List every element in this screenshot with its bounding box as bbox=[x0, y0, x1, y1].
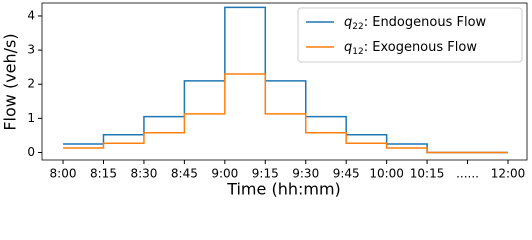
y-tick-label: 1 bbox=[27, 111, 35, 125]
axes-frame bbox=[41, 2, 528, 161]
legend-subscript: 12 bbox=[352, 47, 363, 57]
y-tick-label: 4 bbox=[27, 8, 35, 22]
y-tick-label: 3 bbox=[27, 43, 35, 57]
x-tick-label: 8:45 bbox=[171, 167, 198, 181]
legend-text: : Endogenous Flow bbox=[364, 15, 487, 30]
legend-label: q12: Exogenous Flow bbox=[344, 40, 477, 57]
legend-text: : Exogenous Flow bbox=[364, 40, 478, 55]
step-line bbox=[63, 73, 508, 154]
x-tick-label: 10:00 bbox=[369, 167, 404, 181]
x-tick-label: 8:15 bbox=[90, 167, 117, 181]
legend-box bbox=[297, 7, 523, 63]
x-tick-label: 8:30 bbox=[130, 167, 157, 181]
x-tick-label: 9:30 bbox=[292, 167, 319, 181]
x-tick-label: 9:45 bbox=[333, 167, 360, 181]
legend-subscript: 22 bbox=[352, 22, 363, 32]
legend-label: q22: Endogenous Flow bbox=[344, 15, 487, 32]
legend-symbol: q bbox=[344, 40, 352, 55]
y-tick-label: 0 bbox=[27, 145, 35, 159]
legend-symbol: q bbox=[344, 15, 352, 30]
x-tick-label: 10:15 bbox=[410, 167, 445, 181]
y-axis-label: Flow (veh/s) bbox=[1, 33, 20, 130]
x-tick-label: 8:00 bbox=[50, 167, 77, 181]
x-tick-label: 9:15 bbox=[252, 167, 279, 181]
x-tick-label: ...... bbox=[456, 167, 479, 181]
x-tick-label: 9:00 bbox=[211, 167, 238, 181]
x-tick-label: 12:00 bbox=[491, 167, 526, 181]
y-tick-label: 2 bbox=[27, 77, 35, 91]
x-axis-label: Time (hh:mm) bbox=[226, 180, 341, 199]
